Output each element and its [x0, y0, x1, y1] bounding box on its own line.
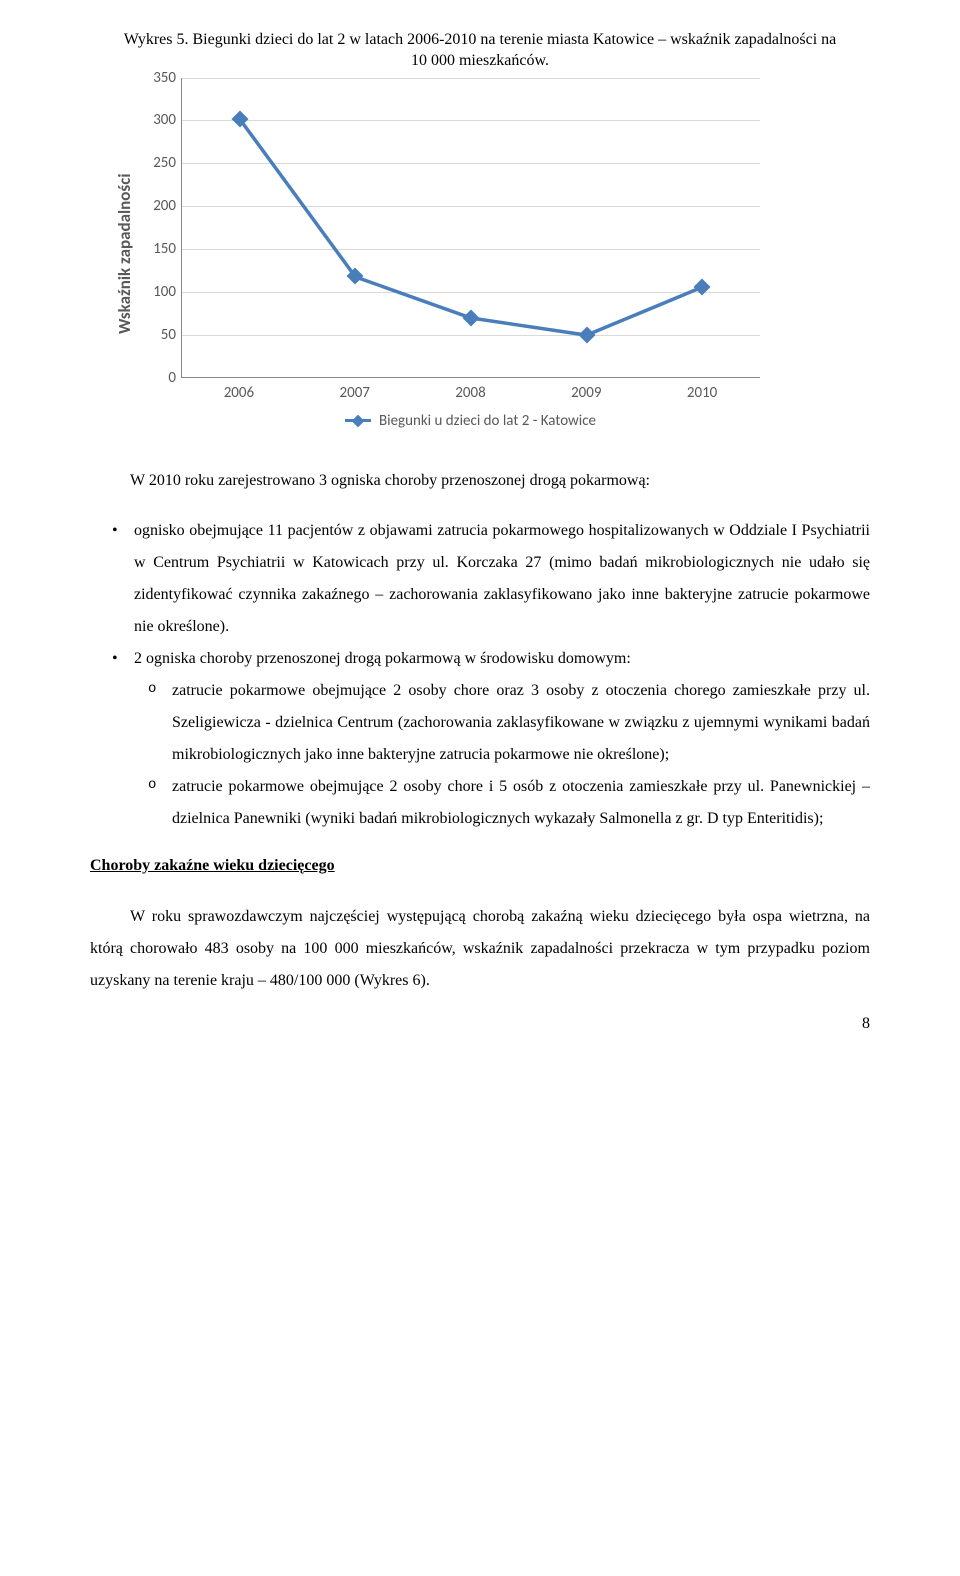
bullet-list: ognisko obejmujące 11 pacjentów z objawa… — [90, 515, 870, 835]
y-tick-label: 350 — [142, 69, 176, 87]
sub-bullet-text: zatrucie pokarmowe obejmujące 2 osoby ch… — [172, 778, 870, 827]
list-item: 2 ogniska choroby przenoszonej drogą pok… — [134, 643, 870, 835]
chart-y-axis-label: Wskaźnik zapadalności — [110, 78, 139, 430]
x-tick-label: 2008 — [413, 384, 529, 402]
chart-line-svg — [182, 78, 760, 378]
list-item: zatrucie pokarmowe obejmujące 2 osoby ch… — [172, 771, 870, 835]
legend-label: Biegunki u dzieci do lat 2 - Katowice — [379, 412, 596, 430]
closing-paragraph: W roku sprawozdawczym najczęściej występ… — [90, 901, 870, 997]
x-tick-label: 2010 — [644, 384, 760, 402]
x-tick-label: 2007 — [297, 384, 413, 402]
chart-plot-area: 050100150200250300350 — [181, 78, 760, 378]
chart-legend: Biegunki u dzieci do lat 2 - Katowice — [181, 412, 760, 430]
y-tick-label: 100 — [142, 283, 176, 301]
x-tick-label: 2009 — [528, 384, 644, 402]
x-tick-label: 2006 — [181, 384, 297, 402]
section-heading: Choroby zakaźne wieku dziecięcego — [90, 857, 870, 875]
chart-container: Wskaźnik zapadalności 050100150200250300… — [110, 78, 760, 430]
y-tick-label: 50 — [142, 326, 176, 344]
page-number: 8 — [90, 1015, 870, 1033]
chart-caption: Wykres 5. Biegunki dzieci do lat 2 w lat… — [90, 30, 870, 72]
caption-line-2: 10 000 mieszkańców. — [411, 52, 549, 69]
caption-line-1: Wykres 5. Biegunki dzieci do lat 2 w lat… — [124, 31, 837, 48]
bullet-text: 2 ogniska choroby przenoszonej drogą pok… — [134, 650, 631, 667]
y-tick-label: 200 — [142, 197, 176, 215]
y-tick-label: 150 — [142, 240, 176, 258]
list-item: ognisko obejmujące 11 pacjentów z objawa… — [134, 515, 870, 643]
intro-paragraph: W 2010 roku zarejestrowano 3 ogniska cho… — [90, 465, 870, 497]
y-tick-label: 300 — [142, 111, 176, 129]
sub-bullet-text: zatrucie pokarmowe obejmujące 2 osoby ch… — [172, 682, 870, 763]
legend-swatch-icon — [345, 419, 371, 422]
y-tick-label: 250 — [142, 154, 176, 172]
list-item: zatrucie pokarmowe obejmujące 2 osoby ch… — [172, 675, 870, 771]
sub-list: zatrucie pokarmowe obejmujące 2 osoby ch… — [134, 675, 870, 835]
bullet-text: ognisko obejmujące 11 pacjentów z objawa… — [134, 522, 870, 635]
y-tick-label: 0 — [142, 369, 176, 387]
chart-x-axis: 20062007200820092010 — [181, 378, 760, 402]
